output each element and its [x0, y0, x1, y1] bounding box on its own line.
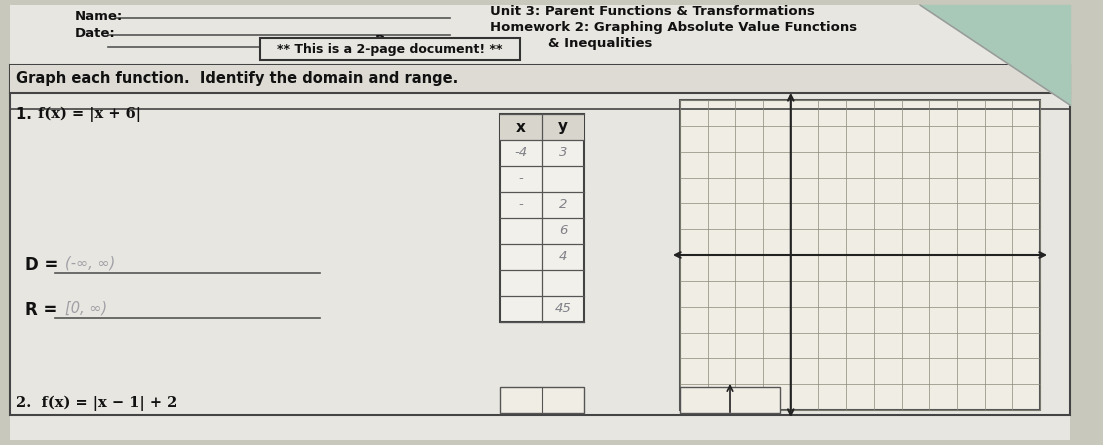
Text: 3: 3	[559, 146, 567, 159]
Text: [0, ∞): [0, ∞)	[65, 300, 107, 316]
Text: D =: D =	[25, 256, 64, 274]
Text: (-∞, ∞): (-∞, ∞)	[65, 255, 115, 271]
Bar	[10, 65, 1070, 415]
Bar	[260, 38, 520, 60]
Bar	[500, 387, 583, 413]
Text: Per:: Per:	[375, 35, 406, 48]
Bar	[500, 114, 583, 322]
Text: Homework 2: Graphing Absolute Value Functions: Homework 2: Graphing Absolute Value Func…	[490, 21, 857, 34]
Text: y: y	[558, 120, 568, 134]
Text: Name:: Name:	[75, 10, 124, 23]
Text: Date:: Date:	[75, 27, 116, 40]
Text: 2: 2	[559, 198, 567, 211]
Text: 1.: 1.	[17, 107, 42, 122]
Text: Graph each function.  Identify the domain and range.: Graph each function. Identify the domain…	[17, 72, 458, 86]
Text: 4: 4	[559, 251, 567, 263]
Text: -: -	[518, 198, 524, 211]
Bar	[681, 100, 1040, 410]
Bar	[10, 65, 1070, 93]
Bar	[681, 387, 780, 413]
Text: ** This is a 2-page document! **: ** This is a 2-page document! **	[277, 43, 503, 56]
Text: -4: -4	[514, 146, 527, 159]
Text: Unit 3: Parent Functions & Transformations: Unit 3: Parent Functions & Transformatio…	[490, 5, 815, 18]
Text: 45: 45	[555, 303, 571, 316]
Text: -: -	[518, 173, 524, 186]
Text: R =: R =	[25, 301, 63, 319]
Polygon shape	[920, 5, 1070, 105]
Bar	[500, 114, 583, 140]
Text: & Inequalities: & Inequalities	[548, 37, 652, 50]
Text: 6: 6	[559, 224, 567, 238]
Text: f(x) = |x + 6|: f(x) = |x + 6|	[38, 107, 141, 122]
Text: 2.  f(x) = |x − 1| + 2: 2. f(x) = |x − 1| + 2	[17, 395, 178, 411]
Text: x: x	[516, 120, 526, 134]
